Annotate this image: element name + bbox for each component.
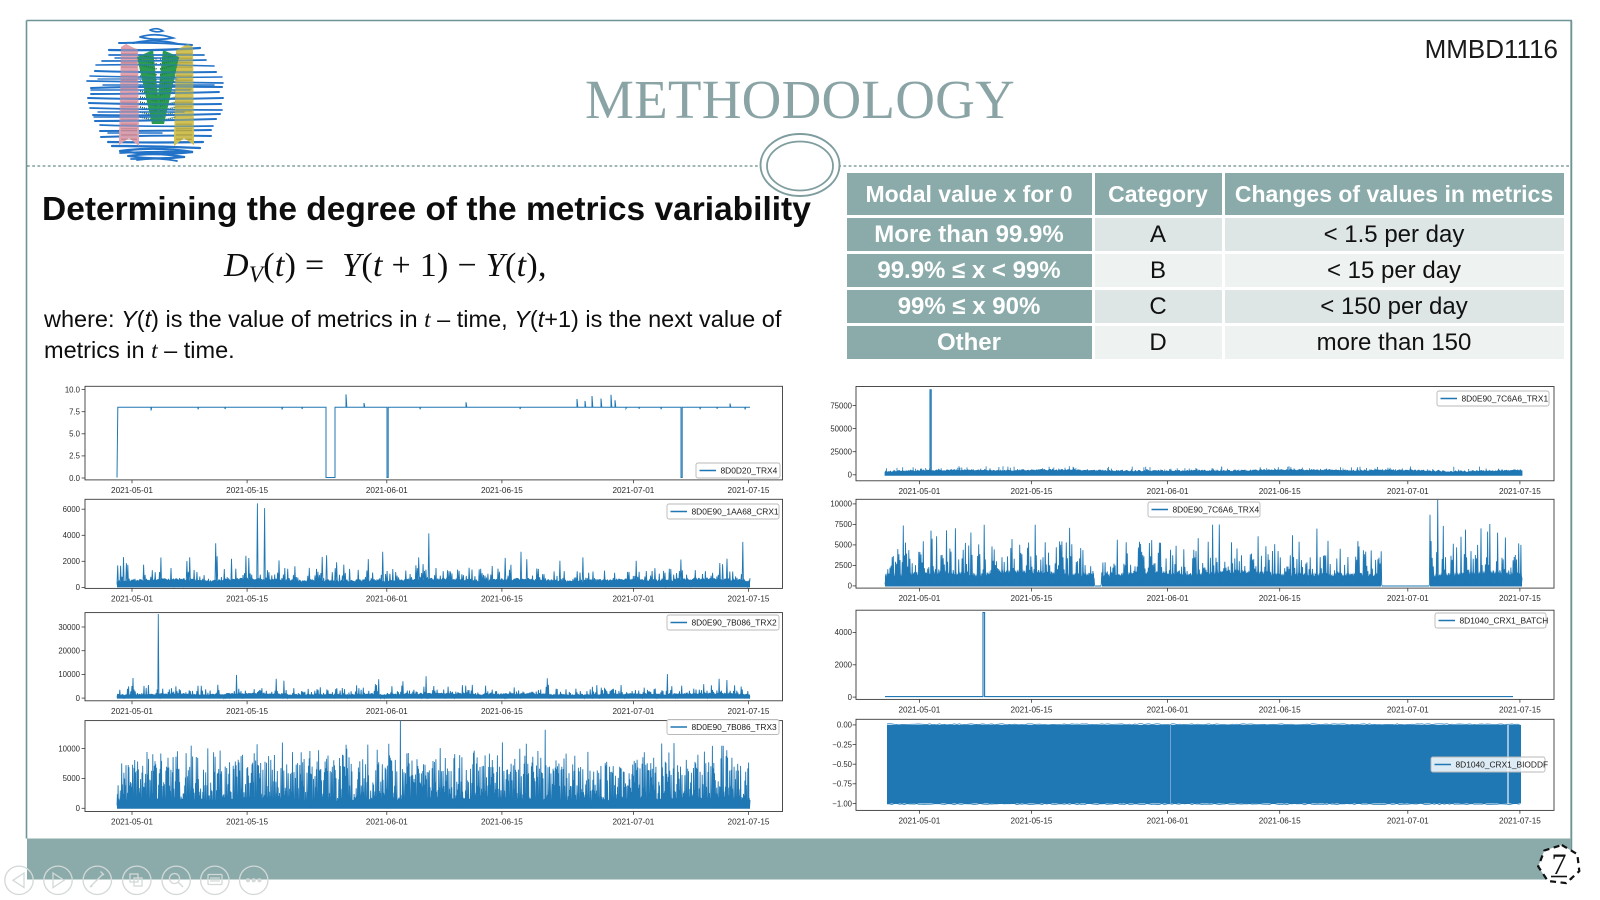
svg-text:8D1040_CRX1_BATCH: 8D1040_CRX1_BATCH (1460, 616, 1549, 626)
svg-text:0: 0 (76, 583, 81, 592)
svg-text:10000: 10000 (58, 744, 80, 753)
svg-text:2021-07-01: 2021-07-01 (1387, 816, 1429, 825)
svg-text:0.00: 0.00 (837, 721, 853, 730)
svg-text:30000: 30000 (58, 623, 80, 632)
svg-text:2021-07-01: 2021-07-01 (1387, 487, 1429, 496)
svg-text:2500: 2500 (835, 561, 853, 570)
svg-text:−1.00: −1.00 (832, 799, 852, 808)
svg-text:75000: 75000 (830, 401, 852, 410)
svg-text:8D0D20_TRX4: 8D0D20_TRX4 (721, 466, 778, 476)
svg-text:−0.25: −0.25 (832, 740, 852, 749)
svg-text:2021-06-01: 2021-06-01 (366, 818, 408, 827)
svg-text:20000: 20000 (58, 647, 80, 656)
svg-text:2021-06-01: 2021-06-01 (1147, 816, 1189, 825)
svg-text:10.0: 10.0 (65, 385, 81, 394)
svg-text:5000: 5000 (835, 541, 853, 550)
svg-text:2021-05-01: 2021-05-01 (111, 486, 153, 495)
svg-text:2021-06-15: 2021-06-15 (1259, 594, 1301, 603)
svg-text:2021-05-15: 2021-05-15 (226, 486, 268, 495)
svg-text:8D0E90_7C6A6_TRX4: 8D0E90_7C6A6_TRX4 (1173, 505, 1260, 515)
svg-text:0: 0 (848, 582, 853, 591)
svg-text:2021-05-15: 2021-05-15 (1011, 487, 1053, 496)
svg-text:2021-06-15: 2021-06-15 (481, 594, 523, 603)
svg-text:2000: 2000 (63, 557, 81, 566)
svg-text:2021-07-15: 2021-07-15 (1499, 705, 1541, 714)
svg-text:6000: 6000 (63, 505, 81, 514)
svg-text:2021-06-15: 2021-06-15 (481, 818, 523, 827)
svg-text:2021-06-15: 2021-06-15 (481, 707, 523, 716)
svg-text:7.5: 7.5 (69, 408, 81, 417)
svg-text:−0.50: −0.50 (832, 760, 852, 769)
svg-text:2021-05-15: 2021-05-15 (1011, 816, 1053, 825)
svg-text:2021-07-15: 2021-07-15 (728, 486, 770, 495)
svg-text:2021-07-15: 2021-07-15 (728, 818, 770, 827)
svg-text:8D1040_CRX1_BIODDF: 8D1040_CRX1_BIODDF (1456, 760, 1549, 770)
svg-text:25000: 25000 (830, 448, 852, 457)
svg-text:50000: 50000 (830, 424, 852, 433)
svg-text:2021-05-01: 2021-05-01 (111, 818, 153, 827)
svg-text:2021-07-15: 2021-07-15 (728, 707, 770, 716)
svg-text:2021-07-01: 2021-07-01 (1387, 705, 1429, 714)
svg-text:8D0E90_1AA68_CRX1: 8D0E90_1AA68_CRX1 (692, 507, 779, 517)
svg-text:8D0E90_7B086_TRX2: 8D0E90_7B086_TRX2 (692, 618, 778, 628)
svg-text:2021-05-01: 2021-05-01 (898, 816, 940, 825)
svg-text:0: 0 (848, 693, 853, 702)
svg-text:2021-07-01: 2021-07-01 (1387, 594, 1429, 603)
svg-text:2021-06-01: 2021-06-01 (366, 486, 408, 495)
svg-text:2021-05-15: 2021-05-15 (226, 818, 268, 827)
svg-text:2021-06-01: 2021-06-01 (366, 707, 408, 716)
svg-text:2021-06-01: 2021-06-01 (1147, 487, 1189, 496)
svg-text:2000: 2000 (835, 661, 853, 670)
svg-text:2021-05-01: 2021-05-01 (898, 487, 940, 496)
svg-text:5000: 5000 (63, 774, 81, 783)
svg-text:2021-05-15: 2021-05-15 (1011, 594, 1053, 603)
svg-text:2.5: 2.5 (69, 452, 81, 461)
svg-text:2021-07-15: 2021-07-15 (1499, 816, 1541, 825)
svg-text:2021-07-01: 2021-07-01 (612, 594, 654, 603)
svg-text:8D0E90_7B086_TRX3: 8D0E90_7B086_TRX3 (692, 722, 778, 732)
svg-text:10000: 10000 (58, 670, 80, 679)
svg-text:0.0: 0.0 (69, 474, 81, 483)
svg-text:2021-06-01: 2021-06-01 (1147, 705, 1189, 714)
svg-text:5.0: 5.0 (69, 430, 81, 439)
svg-text:2021-06-15: 2021-06-15 (1259, 705, 1301, 714)
svg-text:2021-06-15: 2021-06-15 (1259, 487, 1301, 496)
svg-text:2021-05-15: 2021-05-15 (1011, 705, 1053, 714)
svg-text:2021-05-01: 2021-05-01 (111, 707, 153, 716)
svg-text:0: 0 (848, 471, 853, 480)
svg-text:2021-07-01: 2021-07-01 (612, 818, 654, 827)
svg-text:2021-06-15: 2021-06-15 (1259, 816, 1301, 825)
svg-text:2021-06-01: 2021-06-01 (366, 594, 408, 603)
svg-text:2021-07-15: 2021-07-15 (728, 594, 770, 603)
svg-text:10000: 10000 (830, 500, 852, 509)
svg-text:2021-06-15: 2021-06-15 (481, 486, 523, 495)
svg-text:−0.75: −0.75 (832, 780, 852, 789)
svg-text:2021-07-15: 2021-07-15 (1499, 487, 1541, 496)
svg-text:2021-07-01: 2021-07-01 (612, 486, 654, 495)
svg-text:4000: 4000 (63, 531, 81, 540)
svg-text:2021-06-01: 2021-06-01 (1147, 594, 1189, 603)
svg-text:7500: 7500 (835, 520, 853, 529)
svg-text:2021-05-01: 2021-05-01 (898, 705, 940, 714)
svg-text:2021-05-15: 2021-05-15 (226, 707, 268, 716)
svg-text:2021-05-01: 2021-05-01 (898, 594, 940, 603)
svg-text:0: 0 (76, 694, 81, 703)
svg-text:2021-05-01: 2021-05-01 (111, 594, 153, 603)
svg-text:8D0E90_7C6A6_TRX1: 8D0E90_7C6A6_TRX1 (1462, 394, 1549, 404)
svg-text:7: 7 (1552, 848, 1567, 881)
svg-text:2021-07-01: 2021-07-01 (612, 707, 654, 716)
svg-text:2021-05-15: 2021-05-15 (226, 594, 268, 603)
svg-text:2021-07-15: 2021-07-15 (1499, 594, 1541, 603)
svg-text:4000: 4000 (835, 628, 853, 637)
svg-text:0: 0 (76, 804, 81, 813)
